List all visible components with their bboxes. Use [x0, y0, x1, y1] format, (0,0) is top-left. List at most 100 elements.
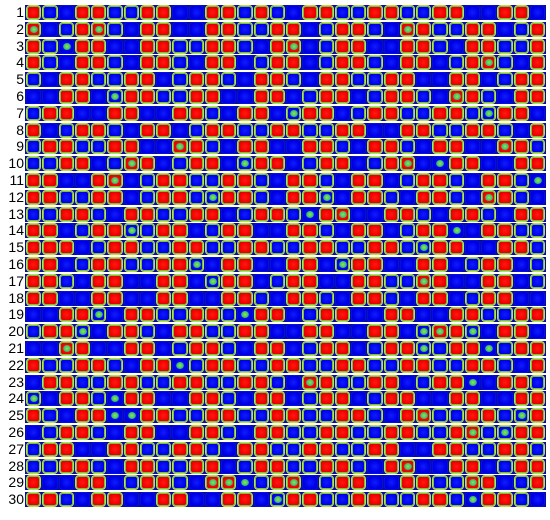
red-domain-cell [107, 324, 123, 340]
red-domain-cell [107, 290, 123, 306]
red-domain-cell [432, 324, 448, 340]
blue-domain-cell [172, 458, 188, 474]
red-domain-cell [383, 307, 399, 323]
blue-domain-cell [351, 374, 367, 390]
red-domain-cell [139, 206, 156, 222]
red-domain-cell [448, 5, 464, 20]
grid-row [25, 408, 546, 424]
blue-domain-cell [367, 89, 383, 104]
grid-row [25, 273, 546, 289]
red-domain-cell [302, 240, 318, 256]
grid-row [25, 324, 546, 340]
blue-domain-cell [302, 357, 318, 373]
blue-domain-cell [156, 425, 172, 440]
blue-domain-cell [334, 257, 351, 272]
blue-domain-cell [237, 89, 253, 104]
blue-domain-cell [416, 139, 432, 155]
blue-domain-cell [481, 105, 497, 121]
red-domain-cell [416, 290, 432, 306]
blue-domain-cell [481, 89, 497, 104]
blue-domain-cell [204, 240, 221, 256]
red-domain-cell [42, 374, 58, 390]
red-domain-cell [123, 72, 139, 88]
red-domain-cell [58, 156, 74, 172]
blue-domain-cell [367, 425, 383, 440]
red-domain-cell [464, 89, 481, 104]
blue-domain-cell [237, 391, 253, 407]
blue-domain-cell [351, 425, 367, 440]
blue-domain-cell [481, 307, 497, 323]
red-domain-cell [448, 139, 464, 155]
red-domain-cell [464, 307, 481, 323]
red-domain-cell [221, 122, 237, 138]
blue-domain-cell [286, 391, 302, 407]
blue-domain-cell [221, 89, 237, 104]
row-label: 20 [8, 323, 24, 340]
blue-domain-cell [513, 357, 529, 373]
red-domain-cell [42, 240, 58, 256]
blue-domain-cell [432, 475, 448, 491]
blue-domain-cell [416, 105, 432, 121]
blue-domain-cell [286, 425, 302, 440]
red-domain-cell [367, 257, 383, 272]
blue-domain-cell [42, 5, 58, 20]
blue-domain-cell [58, 273, 74, 289]
blue-domain-cell [432, 206, 448, 222]
red-domain-cell [42, 105, 58, 121]
blue-domain-cell [107, 156, 123, 172]
red-domain-cell [139, 89, 156, 104]
red-domain-cell [74, 458, 91, 474]
blue-domain-cell [432, 21, 448, 37]
red-domain-cell [513, 105, 529, 121]
blue-domain-cell [513, 408, 529, 424]
blue-domain-cell [237, 156, 253, 172]
blue-domain-cell [221, 105, 237, 121]
red-domain-cell [107, 240, 123, 256]
row-label: 7 [16, 104, 24, 121]
red-domain-cell [351, 55, 367, 71]
blue-domain-cell [383, 189, 399, 205]
red-domain-cell [42, 290, 58, 306]
red-domain-cell [156, 21, 172, 37]
red-domain-cell [497, 173, 513, 188]
red-domain-cell [416, 21, 432, 37]
red-domain-cell [156, 492, 172, 508]
red-domain-cell [448, 72, 464, 88]
blue-domain-cell [91, 441, 107, 457]
blue-domain-cell [221, 72, 237, 88]
blue-domain-cell [139, 189, 156, 205]
blue-domain-cell [416, 72, 432, 88]
red-domain-cell [188, 374, 204, 390]
grid-row [25, 21, 546, 37]
red-domain-cell [42, 492, 58, 508]
blue-domain-cell [204, 374, 221, 390]
red-domain-cell [221, 290, 237, 306]
blue-domain-cell [204, 492, 221, 508]
red-domain-cell [237, 173, 253, 188]
red-domain-cell [367, 139, 383, 155]
blue-domain-cell [237, 122, 253, 138]
row-label: 21 [8, 340, 24, 356]
blue-domain-cell [156, 391, 172, 407]
red-domain-cell [221, 21, 237, 37]
blue-domain-cell [334, 240, 351, 256]
blue-domain-cell [416, 374, 432, 390]
blue-domain-cell [432, 458, 448, 474]
red-domain-cell [513, 324, 529, 340]
blue-domain-cell [318, 223, 334, 239]
blue-domain-cell [432, 341, 448, 356]
blue-domain-cell [318, 38, 334, 54]
red-domain-cell [139, 458, 156, 474]
blue-domain-cell [172, 357, 188, 373]
blue-domain-cell [172, 341, 188, 356]
blue-domain-cell [42, 391, 58, 407]
red-domain-cell [481, 38, 497, 54]
row-label: 18 [8, 289, 24, 306]
red-domain-cell [481, 173, 497, 188]
blue-domain-cell [497, 475, 513, 491]
red-domain-cell [204, 55, 221, 71]
red-domain-cell [139, 425, 156, 440]
grid-row [25, 475, 546, 491]
blue-domain-cell [334, 374, 351, 390]
red-domain-cell [464, 458, 481, 474]
